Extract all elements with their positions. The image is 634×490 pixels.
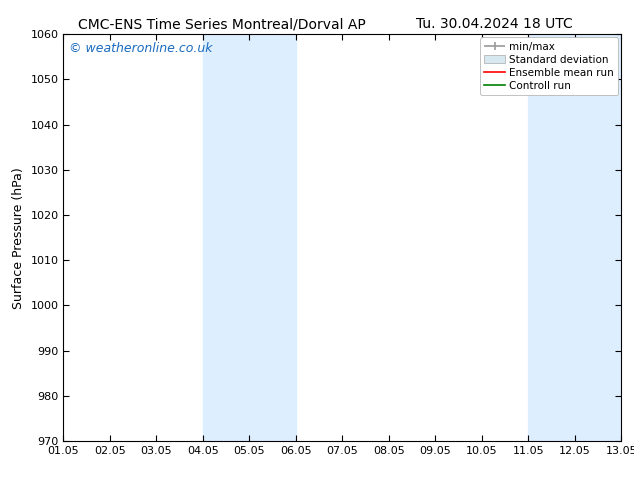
Y-axis label: Surface Pressure (hPa): Surface Pressure (hPa) xyxy=(12,167,25,309)
Bar xyxy=(528,34,621,441)
Text: Tu. 30.04.2024 18 UTC: Tu. 30.04.2024 18 UTC xyxy=(416,17,573,31)
Text: CMC-ENS Time Series Montreal/Dorval AP: CMC-ENS Time Series Montreal/Dorval AP xyxy=(78,17,366,31)
Title: CMC-ENS Time Series Montreal/Dorval AP      Tu. 30.04.2024 18 UTC: CMC-ENS Time Series Montreal/Dorval AP T… xyxy=(0,489,1,490)
Text: © weatheronline.co.uk: © weatheronline.co.uk xyxy=(69,43,212,55)
Bar xyxy=(203,34,296,441)
Legend: min/max, Standard deviation, Ensemble mean run, Controll run: min/max, Standard deviation, Ensemble me… xyxy=(480,37,618,95)
